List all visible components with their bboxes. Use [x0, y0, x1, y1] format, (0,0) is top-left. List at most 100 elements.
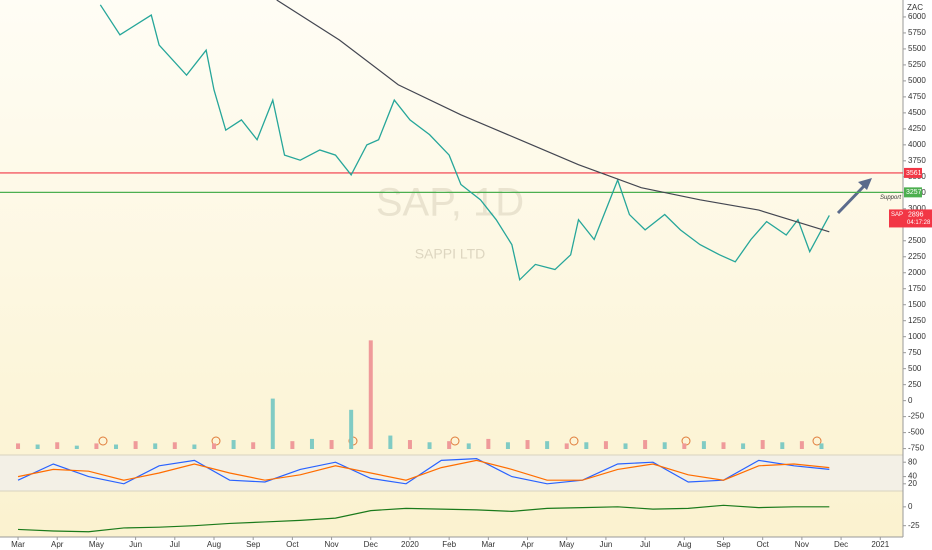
x-tick-label: Jun: [599, 540, 612, 549]
last-price-value: 2896: [908, 211, 924, 218]
volume-bar: [94, 443, 99, 449]
volume-bar: [349, 409, 354, 449]
x-tick-label: Jul: [170, 540, 180, 549]
x-tick-label: Aug: [207, 540, 221, 549]
x-tick-label: Mar: [481, 540, 495, 549]
y-tick-label: 80: [908, 457, 917, 466]
event-markers: [98, 436, 822, 446]
y-tick-label: 3000: [908, 204, 926, 213]
x-tick-label: Oct: [756, 540, 769, 549]
volume-bar: [55, 442, 60, 449]
x-tick-label: May: [559, 540, 574, 549]
volume-bar: [133, 441, 138, 449]
y-tick-label: 5500: [908, 44, 926, 53]
y-tick-label: 4250: [908, 124, 926, 133]
volume-bar: [270, 398, 275, 449]
volume-bar: [505, 442, 510, 449]
y-tick-label: 2500: [908, 236, 926, 245]
level-tag-label: 3561: [906, 170, 922, 177]
volume-bar: [153, 443, 158, 449]
volume-bar: [172, 442, 177, 449]
x-tick-label: Mar: [11, 540, 25, 549]
volume-bar: [721, 442, 726, 449]
volume-bar: [799, 441, 804, 449]
y-tick-label: 500: [908, 364, 922, 373]
volume-bar: [525, 440, 530, 449]
y-tick-label: 6000: [908, 12, 926, 21]
y-tick-label: 2250: [908, 252, 926, 261]
level-tag-label: 3257: [906, 189, 922, 196]
volume-bar: [290, 441, 295, 449]
y-tick-label: 5750: [908, 28, 926, 37]
forecast-arrow-head: [858, 178, 872, 190]
watermark: SAP, 1D: [376, 181, 524, 225]
y-tick-label: -500: [908, 428, 925, 437]
y-tick-label: -25: [908, 521, 920, 530]
x-tick-label: Jul: [640, 540, 650, 549]
y-tick-label: 1500: [908, 300, 926, 309]
y-tick-label: 4750: [908, 92, 926, 101]
volume-bar: [35, 444, 40, 449]
x-tick-label: 2020: [401, 540, 419, 549]
y-tick-label: -250: [908, 412, 925, 421]
watermark-sub: SAPPI LTD: [415, 246, 486, 262]
volume-bar: [603, 441, 608, 449]
y-tick-label: 1000: [908, 332, 926, 341]
y-tick-label: 4000: [908, 140, 926, 149]
x-tick-label: Apr: [521, 540, 534, 549]
series-line: [276, 0, 830, 233]
plot-background: [0, 0, 903, 537]
volume-bar: [564, 443, 569, 449]
volume-bar: [760, 440, 765, 449]
volume-bar: [819, 443, 824, 449]
y-tick-label: 5250: [908, 60, 926, 69]
volume-bar: [584, 442, 589, 449]
y-tick-label: 750: [908, 348, 922, 357]
last-price-tag: [889, 209, 932, 228]
y-tick-label: 40: [908, 472, 917, 481]
y-tick-label: 4500: [908, 108, 926, 117]
volume-bar: [701, 441, 706, 449]
y-tick-label: 20: [908, 479, 917, 488]
volume-bar: [407, 440, 412, 449]
x-tick-label: Jun: [129, 540, 142, 549]
series-line: [17, 457, 830, 485]
volume-bar: [211, 443, 216, 449]
volume-bar: [466, 443, 471, 449]
volume-bar: [192, 444, 197, 449]
level-tag: [904, 167, 922, 178]
series-line: [17, 459, 830, 481]
volume-bar: [251, 442, 256, 449]
y-tick-label: -750: [908, 444, 925, 453]
series-line: [18, 504, 830, 533]
x-tick-label: Nov: [324, 540, 338, 549]
y-tick-label: 1750: [908, 284, 926, 293]
currency: ZAC: [907, 3, 923, 12]
y-tick-label: 5000: [908, 76, 926, 85]
volume-bar: [447, 441, 452, 449]
x-tick-label: Apr: [51, 540, 64, 549]
y-tick-label: 0: [908, 396, 913, 405]
x-tick-label: Sep: [716, 540, 731, 549]
y-tick-label: 250: [908, 380, 922, 389]
x-tick-label: Feb: [442, 540, 456, 549]
level-tag: [904, 187, 922, 198]
series-line: [99, 4, 830, 282]
volume-bar: [486, 438, 491, 449]
volume-bar: [427, 442, 432, 449]
y-tick-label: 3750: [908, 156, 926, 165]
oscillator-background: [0, 455, 903, 491]
forecast-arrow: [836, 182, 868, 215]
last-price-symbol: SAP: [891, 212, 903, 218]
volume-bar: [643, 440, 648, 449]
volume-bar: [74, 445, 79, 449]
y-tick-label: 0: [908, 502, 913, 511]
volume-bar: [388, 435, 393, 449]
volume-bar: [231, 440, 236, 449]
volume-bar: [623, 443, 628, 449]
x-tick-label: Aug: [677, 540, 691, 549]
volume-bar: [309, 438, 314, 449]
x-tick-label: Dec: [834, 540, 848, 549]
volume-bar: [16, 443, 21, 449]
